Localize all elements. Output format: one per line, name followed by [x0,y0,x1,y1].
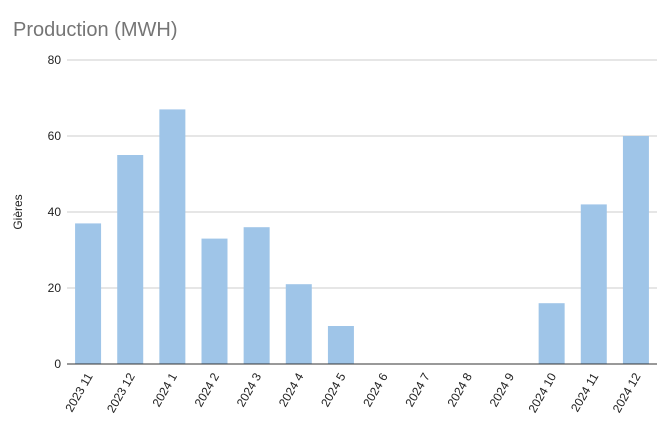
y-tick-label: 40 [48,205,62,219]
x-tick-label: 2024 2 [192,370,223,409]
y-tick-label: 0 [54,357,61,371]
x-tick-label: 2024 1 [149,370,180,409]
bar-2024-10 [538,303,565,364]
x-tick-label: 2024 8 [444,370,475,409]
x-tick-label: 2024 3 [234,370,265,409]
x-tick-label: 2024 7 [402,370,433,409]
bar-2024-2 [201,238,228,364]
x-tick-label: 2024 10 [525,370,559,415]
x-tick-label: 2024 5 [318,370,349,409]
x-tick-label: 2023 12 [104,370,138,415]
bar-2024-4 [285,284,312,364]
x-tick-label: 2024 9 [487,370,518,409]
chart-title: Production (MWH) [13,19,178,41]
y-axis-label: Gières [11,194,25,229]
bar-2024-11 [580,204,607,364]
bar-2024-3 [243,227,270,364]
bar-2024-12 [622,136,649,364]
x-tick-label: 2024 6 [360,370,391,409]
gridlines [67,59,657,289]
y-tick-label: 60 [48,129,62,143]
bar-2023-11 [75,223,102,364]
bars [75,109,649,365]
bar-2024-5 [327,326,354,364]
y-tick-label: 80 [48,53,62,67]
x-tick-label: 2024 4 [276,370,307,409]
bar-2024-1 [159,109,186,365]
x-tick-label: 2024 12 [610,370,644,415]
x-tick-label: 2024 11 [568,370,602,414]
y-tick-label: 20 [48,281,62,295]
bar-2023-12 [117,155,144,364]
x-tick-label: 2023 11 [62,370,96,414]
